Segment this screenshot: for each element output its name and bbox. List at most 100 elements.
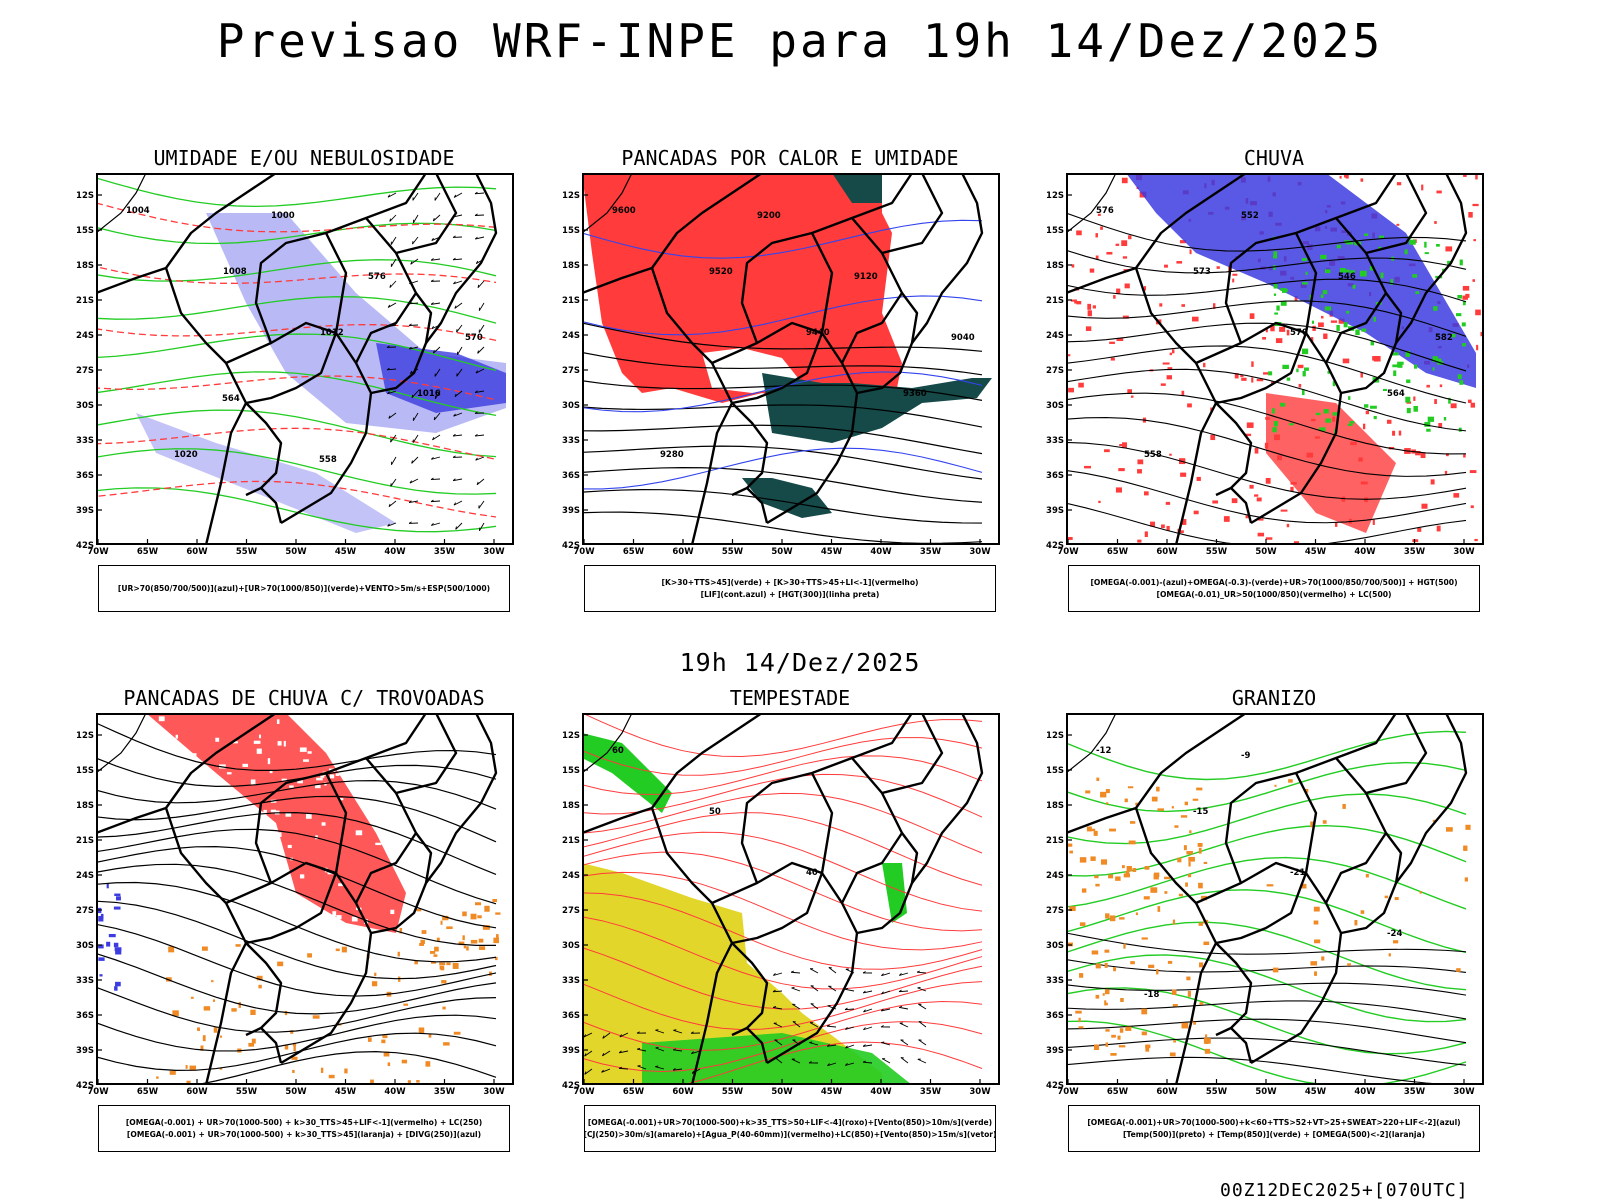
gap-speckle xyxy=(186,866,189,872)
contour-label: -9 xyxy=(1241,751,1251,761)
omega-orange-speckle xyxy=(1314,939,1320,943)
omega-orange-speckle xyxy=(1105,1029,1109,1031)
thunder-orange-speckle xyxy=(329,1075,335,1078)
rain-red-speckle xyxy=(1166,502,1170,505)
gap-speckle xyxy=(119,736,125,742)
omega-orange-speckle xyxy=(1170,1053,1176,1057)
divergence-speckle xyxy=(114,907,121,910)
lat-label: 24S xyxy=(76,871,94,881)
omega-orange-speckle xyxy=(1456,968,1460,972)
omega-orange-speckle xyxy=(1157,808,1164,810)
gap-speckle xyxy=(332,911,336,916)
thunder-orange-speckle xyxy=(464,946,466,949)
omega-orange-speckle xyxy=(1090,829,1095,831)
rain-red-speckle xyxy=(1474,539,1477,541)
lat-label: 12S xyxy=(76,191,94,201)
rain-red-speckle xyxy=(1471,505,1474,508)
thunder-orange-speckle xyxy=(496,934,499,938)
thunder-orange-speckle xyxy=(446,962,450,965)
omega-orange-speckle xyxy=(1094,875,1098,878)
gap-speckle xyxy=(274,840,279,846)
rain-red-speckle xyxy=(1232,498,1238,503)
rain-red-speckle xyxy=(1076,301,1081,304)
omega-orange-speckle xyxy=(1096,778,1099,781)
rain-red-speckle xyxy=(1086,326,1091,331)
lat-label: 30S xyxy=(76,401,94,411)
gap-speckle xyxy=(167,797,169,801)
thunder-orange-speckle xyxy=(441,980,446,983)
rain-green-speckle xyxy=(1296,369,1298,373)
map-trovoadas[interactable] xyxy=(96,713,514,1085)
lon-label: 30W xyxy=(483,1087,505,1097)
omega-orange-speckle xyxy=(1106,1042,1109,1046)
lon-label: 65W xyxy=(623,547,645,557)
omega-orange-speckle xyxy=(1314,921,1319,925)
rain-green-speckle xyxy=(1323,290,1328,294)
lat-label: 39S xyxy=(1046,1046,1064,1056)
rain-green-speckle xyxy=(1272,408,1275,413)
lat-label: 36S xyxy=(76,1011,94,1021)
rain-red-speckle xyxy=(1161,383,1166,385)
gap-speckle xyxy=(134,795,136,798)
rain-red-speckle xyxy=(1251,361,1253,367)
lat-label: 24S xyxy=(562,331,580,341)
rain-red-speckle xyxy=(1170,353,1172,355)
lat-label: 36S xyxy=(1046,1011,1064,1021)
lat-label: 42S xyxy=(1046,1081,1064,1091)
omega-orange-speckle xyxy=(1173,1004,1178,1006)
gap-speckle xyxy=(302,911,305,914)
rain-red-speckle xyxy=(1436,191,1441,194)
rain-red-speckle xyxy=(1312,326,1315,331)
lon-label: 35W xyxy=(920,1087,942,1097)
omega-orange-speckle xyxy=(1172,990,1177,995)
rain-green-speckle xyxy=(1325,306,1331,310)
lon-label: 30W xyxy=(1453,547,1475,557)
rain-green-speckle xyxy=(1349,421,1354,423)
gap-speckle xyxy=(390,910,394,914)
gap-speckle xyxy=(236,920,241,922)
contour-label: 1000 xyxy=(271,211,295,221)
lon-label: 70W xyxy=(573,547,595,557)
lat-label: 33S xyxy=(76,976,94,986)
gap-speckle xyxy=(391,724,398,729)
gap-speckle xyxy=(240,845,243,848)
contour-label: 570 xyxy=(1290,328,1308,338)
rain-red-speckle xyxy=(1287,524,1289,527)
gap-speckle xyxy=(225,913,230,917)
thunder-orange-speckle xyxy=(398,952,400,957)
contour-label: -15 xyxy=(1193,807,1208,817)
rain-red-speckle xyxy=(1470,470,1477,473)
omega-orange-speckle xyxy=(1094,831,1098,836)
omega-orange-speckle xyxy=(1189,830,1191,833)
gap-speckle xyxy=(379,715,385,718)
rain-red-speckle xyxy=(1078,383,1084,388)
omega-orange-speckle xyxy=(1186,851,1193,854)
rain-red-speckle xyxy=(1279,327,1285,332)
thunder-orange-speckle xyxy=(156,1076,158,1078)
rain-red-speckle xyxy=(1137,459,1143,464)
rain-red-speckle xyxy=(1090,269,1094,273)
omega-orange-speckle xyxy=(1164,877,1170,879)
lat-label: 21S xyxy=(76,296,94,306)
rain-red-speckle xyxy=(1137,540,1141,543)
rain-green-speckle xyxy=(1361,328,1366,331)
omega-orange-speckle xyxy=(1075,1011,1081,1014)
omega-orange-speckle xyxy=(1199,962,1203,967)
omega-orange-speckle xyxy=(1150,887,1157,893)
legend-umidade: [UR>70(850/700/500)](azul)+[UR>70(1000/8… xyxy=(98,565,510,612)
rain-red-speckle xyxy=(1462,296,1468,300)
omega-orange-speckle xyxy=(1130,961,1135,964)
omega-orange-speckle xyxy=(1182,1023,1189,1029)
map-granizo[interactable]: -12-15-21-24-18-9 xyxy=(1066,713,1484,1085)
gap-speckle xyxy=(288,845,292,848)
lon-label: 35W xyxy=(434,1087,456,1097)
rain-red-speckle xyxy=(1396,224,1399,226)
rain-green-speckle xyxy=(1462,343,1466,346)
rain-green-speckle xyxy=(1432,367,1434,370)
contour-label: 9120 xyxy=(854,272,878,282)
rain-red-speckle xyxy=(1434,399,1437,404)
